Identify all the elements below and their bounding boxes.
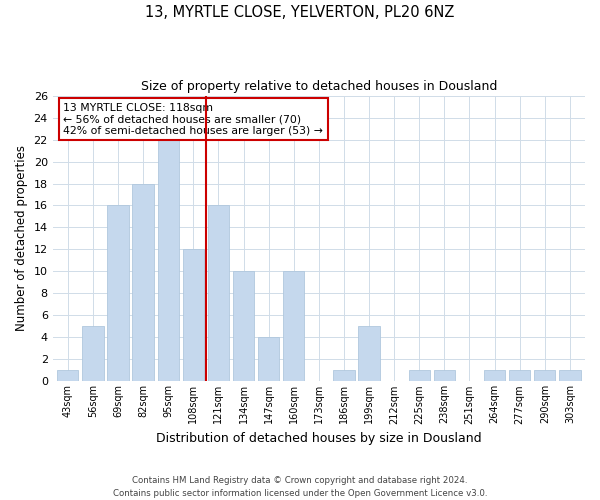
Bar [158, 140, 179, 382]
Text: 13, MYRTLE CLOSE, YELVERTON, PL20 6NZ: 13, MYRTLE CLOSE, YELVERTON, PL20 6NZ [145, 5, 455, 20]
Bar [233, 272, 254, 382]
Bar [333, 370, 355, 382]
Bar [434, 370, 455, 382]
Bar [484, 370, 505, 382]
Text: Contains HM Land Registry data © Crown copyright and database right 2024.
Contai: Contains HM Land Registry data © Crown c… [113, 476, 487, 498]
Bar [534, 370, 556, 382]
Bar [258, 338, 279, 382]
X-axis label: Distribution of detached houses by size in Dousland: Distribution of detached houses by size … [156, 432, 482, 445]
Title: Size of property relative to detached houses in Dousland: Size of property relative to detached ho… [140, 80, 497, 93]
Bar [559, 370, 581, 382]
Bar [133, 184, 154, 382]
Bar [208, 206, 229, 382]
Bar [358, 326, 380, 382]
Bar [283, 272, 304, 382]
Y-axis label: Number of detached properties: Number of detached properties [15, 146, 28, 332]
Bar [107, 206, 128, 382]
Bar [57, 370, 79, 382]
Bar [509, 370, 530, 382]
Bar [182, 250, 204, 382]
Text: 13 MYRTLE CLOSE: 118sqm
← 56% of detached houses are smaller (70)
42% of semi-de: 13 MYRTLE CLOSE: 118sqm ← 56% of detache… [64, 102, 323, 136]
Bar [82, 326, 104, 382]
Bar [409, 370, 430, 382]
